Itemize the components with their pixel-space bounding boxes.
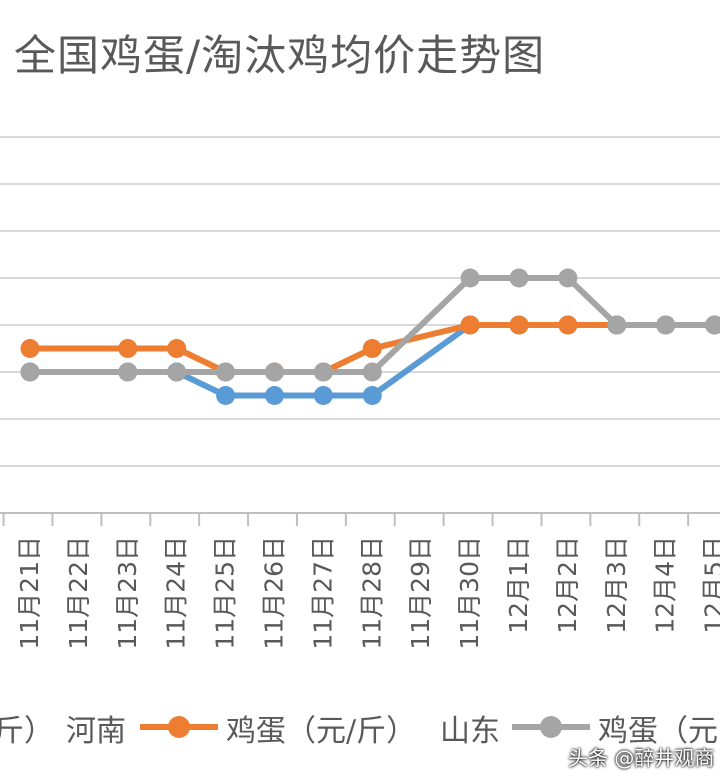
- data-point: [460, 315, 480, 335]
- legend-marker-henan: [168, 716, 190, 738]
- data-point: [607, 315, 627, 335]
- x-tick-label: 12月3日: [602, 536, 631, 634]
- legend-prefix: 斤）: [0, 714, 54, 749]
- line-chart: 11月21日 11月22日 11月23日 11月24日 11月25日 11月26日 11月2…: [0, 136, 720, 650]
- x-tick-label: 12月4日: [651, 536, 680, 634]
- data-point: [265, 362, 284, 382]
- data-point: [362, 339, 382, 358]
- data-point: [167, 339, 187, 358]
- x-tick-label: 11月28日: [357, 536, 386, 650]
- data-point: [20, 362, 40, 382]
- x-tick-label: 11月26日: [260, 536, 289, 650]
- data-point: [509, 315, 529, 335]
- data-point: [313, 362, 333, 382]
- data-point: [216, 362, 236, 382]
- x-tick-label: 11月21日: [15, 536, 44, 650]
- x-tick-label: 12月2日: [553, 536, 582, 634]
- x-tick-label: 11月25日: [211, 536, 240, 650]
- data-point: [509, 268, 529, 288]
- data-point: [216, 386, 236, 405]
- data-point: [265, 386, 284, 405]
- legend-region-henan: 河南: [66, 714, 126, 749]
- data-point: [118, 339, 138, 358]
- data-point: [20, 339, 40, 358]
- chart-title: 全国鸡蛋/淘汰鸡均价走势图: [14, 31, 546, 80]
- x-axis-ticks: 11月21日 11月22日 11月23日 11月24日 11月25日 11月26日 11月2…: [15, 536, 720, 650]
- legend-marker-shandong: [540, 716, 562, 738]
- data-point: [118, 362, 138, 382]
- x-tick-label: 11月30日: [455, 536, 484, 650]
- x-tick-label: 11月24日: [162, 536, 191, 650]
- x-tick-label: 11月22日: [64, 536, 93, 650]
- watermark: 头条 @醉井观商: [568, 746, 715, 770]
- legend-region-shandong: 山东: [440, 714, 500, 749]
- series-line: [30, 322, 715, 399]
- legend-label-henan: 鸡蛋（元/斤）: [226, 714, 417, 749]
- x-tick-label: 12月1日: [504, 536, 533, 634]
- x-tick-label: 12月5日: [700, 536, 720, 634]
- data-point: [705, 315, 720, 335]
- data-point: [558, 315, 578, 335]
- series-2: [20, 268, 720, 382]
- x-tick-label: 11月29日: [406, 536, 435, 650]
- data-point: [362, 386, 382, 405]
- data-point: [167, 362, 187, 382]
- grid-lines: [0, 136, 720, 526]
- legend: 斤） 河南 鸡蛋（元/斤） 山东 鸡蛋（元: [0, 700, 720, 750]
- data-point: [558, 268, 578, 288]
- legend-label-shandong: 鸡蛋（元: [598, 714, 718, 749]
- x-tick-label: 11月27日: [308, 536, 337, 650]
- data-point: [362, 362, 382, 382]
- data-point: [313, 386, 333, 405]
- data-point: [460, 268, 480, 288]
- x-tick-label: 11月23日: [113, 536, 142, 650]
- series-lines: [20, 268, 720, 405]
- data-point: [656, 315, 676, 335]
